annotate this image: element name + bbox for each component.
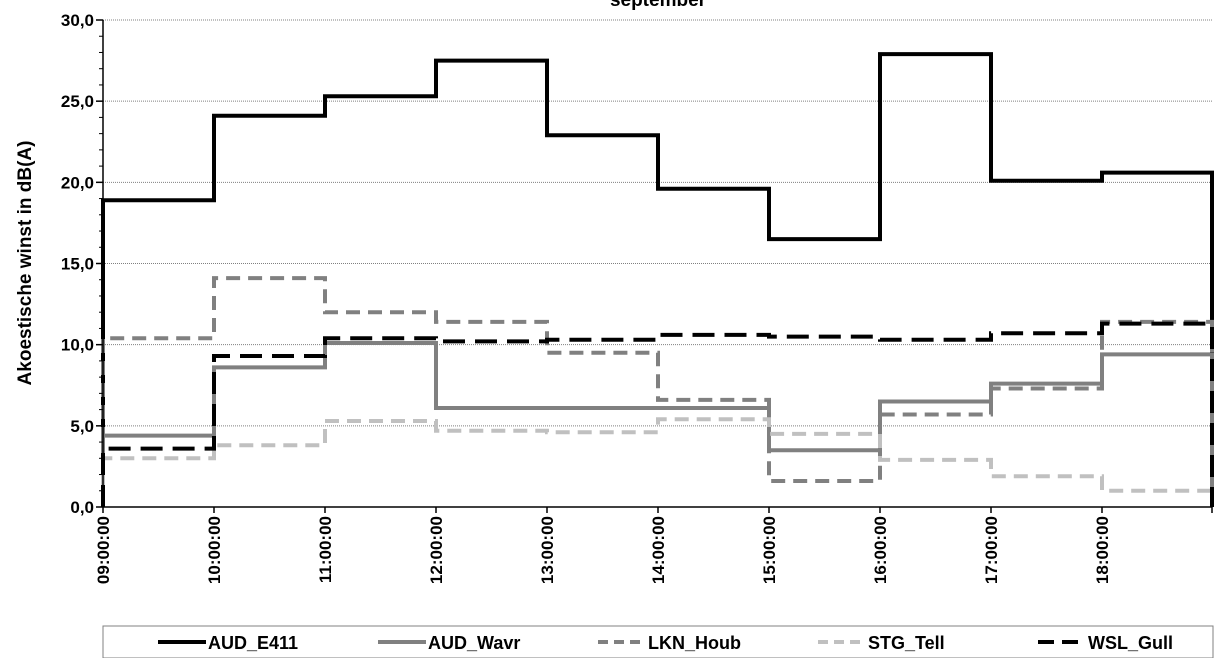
series-line-wsl-gull (101, 321, 1214, 507)
axes (96, 19, 1213, 513)
x-tick-label: 13:00:00 (538, 516, 557, 584)
y-tick-label: 0,0 (70, 498, 94, 517)
series-line-aud-e411 (101, 52, 1214, 507)
x-tick-label: 12:00:00 (427, 516, 446, 584)
x-tick-label: 15:00:00 (760, 516, 779, 584)
series-line-lkn-houb (101, 276, 1214, 507)
legend-label: AUD_Wavr (428, 633, 520, 653)
legend: AUD_E411 AUD_Wavr LKN_Houb STG_Tell WSL_Gull (102, 625, 1214, 658)
y-tick-label: 30,0 (61, 11, 94, 30)
y-tick-labels: 0,0 5,0 10,0 15,0 20,0 25,0 30,0 (61, 11, 94, 517)
x-tick-label: 10:00:00 (205, 516, 224, 584)
x-tick-label: 17:00:00 (982, 516, 1001, 584)
series-line-stg-tell (101, 417, 1214, 507)
series-line-aud-wavr (101, 341, 1214, 507)
x-tick-label: 11:00:00 (316, 516, 335, 583)
legend-box (102, 625, 1214, 658)
legend-label: LKN_Houb (648, 633, 741, 653)
x-tick-label: 16:00:00 (871, 516, 890, 584)
y-axis-title: Akoestische winst in dB(A) (15, 141, 36, 386)
legend-label: STG_Tell (868, 633, 945, 653)
x-tick-labels: 09:00:00 10:00:00 11:00:00 12:00:00 13:00:00… (94, 516, 1112, 584)
series-lines (101, 52, 1214, 507)
y-tick-label: 15,0 (61, 255, 94, 274)
legend-label: WSL_Gull (1088, 633, 1173, 653)
x-tick-label: 09:00:00 (94, 516, 113, 584)
x-tick-label: 18:00:00 (1093, 516, 1112, 584)
y-tick-label: 20,0 (61, 173, 94, 192)
y-tick-label: 5,0 (70, 417, 94, 436)
x-tick-label: 14:00:00 (649, 516, 668, 584)
gridlines (103, 19, 1212, 427)
legend-label: AUD_E411 (208, 633, 298, 653)
y-tick-label: 10,0 (61, 336, 94, 355)
y-tick-label: 25,0 (61, 92, 94, 111)
chart-title: september (610, 0, 707, 11)
